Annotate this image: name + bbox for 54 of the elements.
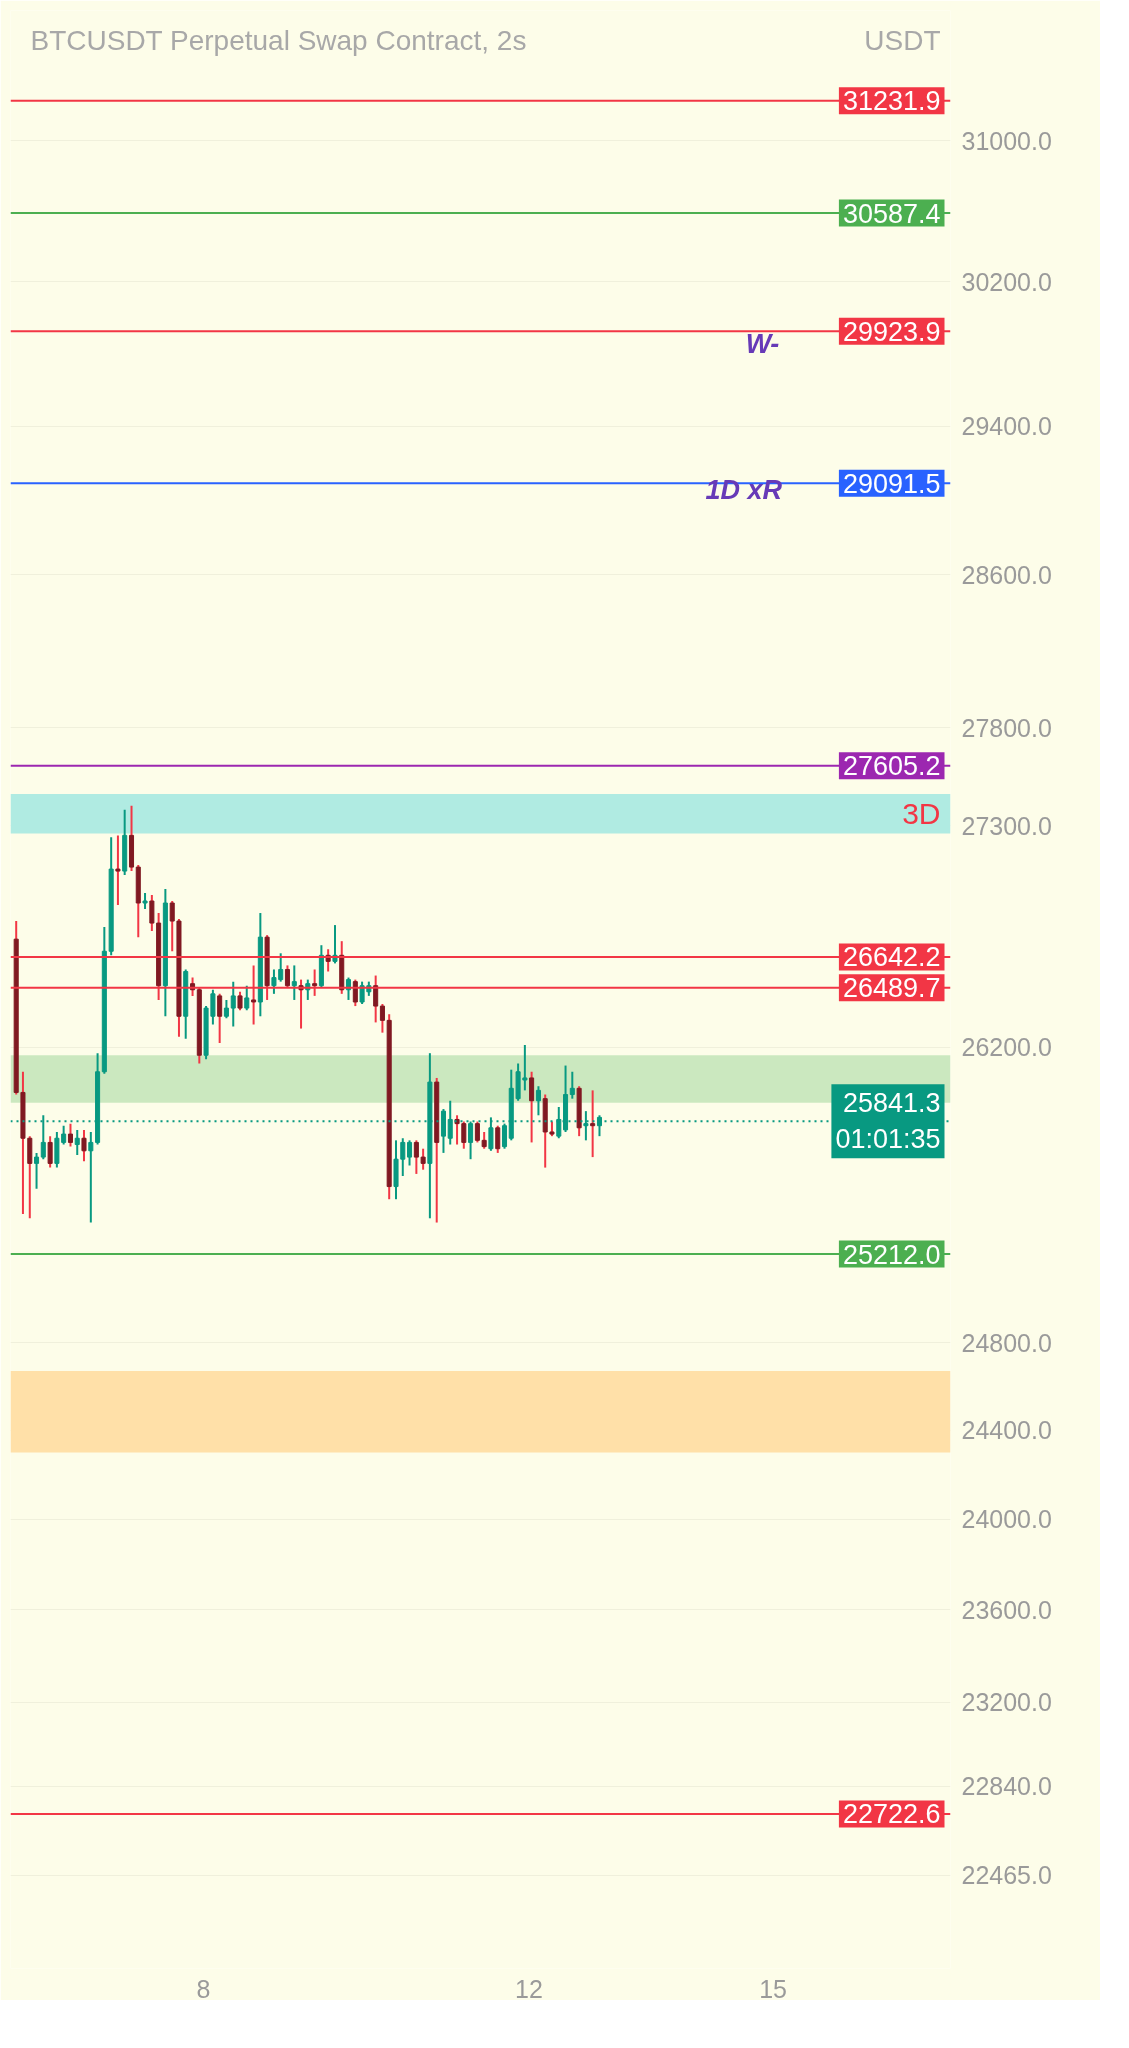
ref-line-label: 31231.9 (842, 86, 941, 117)
ref-line-label: 22722.6 (842, 1799, 941, 1830)
ref-line-label: 26642.2 (842, 942, 941, 973)
ref-line-label: 25212.0 (842, 1239, 941, 1270)
ref-line-label: 27605.2 (842, 751, 941, 782)
y-tick-label: 26200.0 (961, 1033, 1052, 1062)
y-axis-title: USDT (864, 24, 941, 56)
candlestick (169, 900, 175, 953)
ref-line-label: 29091.5 (842, 468, 941, 499)
candlestick (74, 1128, 80, 1156)
y-tick-label: 31000.0 (961, 126, 1052, 155)
y-tick-label: 23200.0 (961, 1688, 1052, 1716)
candlestick (535, 1085, 541, 1117)
x-tick-label: 8 (196, 1974, 211, 2003)
x-tick-label: 12 (515, 1974, 543, 2003)
y-tick-label: 30200.0 (961, 267, 1052, 296)
y-tick-label: 23600.0 (961, 1595, 1052, 1624)
y-tick-label: 24800.0 (961, 1328, 1052, 1357)
candlestick (501, 1122, 508, 1150)
y-tick-label: 24000.0 (961, 1505, 1052, 1534)
candlestick (115, 834, 121, 907)
band-label: 3D (902, 797, 941, 831)
text: BTCUSDT Perpetual Swap Contract, 2s (30, 24, 527, 56)
candlestick (379, 1003, 385, 1034)
candlestick (291, 964, 297, 1001)
candlestick (81, 1128, 87, 1163)
candlestick (230, 980, 236, 1028)
candlestick (237, 990, 243, 1012)
y-tick-label: 24400.0 (961, 1416, 1052, 1445)
candlestick (149, 894, 155, 933)
candlestick (223, 998, 229, 1020)
candlestick (495, 1124, 501, 1154)
candlestick (407, 1139, 413, 1167)
candlestick (34, 1151, 40, 1190)
candlestick (217, 992, 223, 1044)
candlestick (67, 1122, 74, 1148)
y-tick-label: 27800.0 (961, 713, 1052, 742)
y-tick-label: 28600.0 (961, 560, 1052, 589)
candlestick (47, 1135, 53, 1169)
annotation: 1D xR (705, 474, 783, 505)
y-tick-label: 27300.0 (961, 811, 1052, 840)
candlestick (569, 1070, 575, 1100)
y-tick-label: 22465.0 (961, 1861, 1052, 1890)
candlestick (529, 1070, 535, 1144)
x-tick-label: 15 (759, 1974, 787, 2003)
candlestick (244, 984, 250, 1012)
y-tick-label: 22840.0 (961, 1772, 1052, 1801)
ref-line-label: 25841.3 01:01:35 (835, 1088, 941, 1155)
candlestick (590, 1089, 596, 1159)
annotation: W- (745, 329, 780, 360)
ref-line-label: 29923.9 (842, 316, 941, 347)
ref-line-label: 30587.4 (842, 198, 941, 229)
y-tick-label: 29400.0 (961, 412, 1052, 441)
ref-line-label: 26489.7 (842, 973, 941, 1004)
